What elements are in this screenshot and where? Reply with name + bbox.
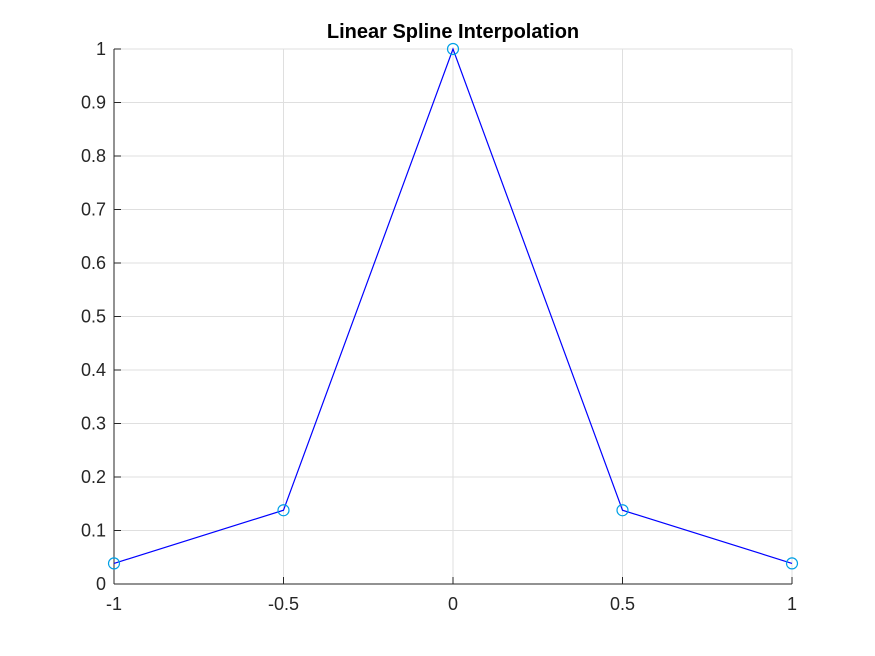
axes [113, 48, 793, 585]
plot-series [107, 42, 799, 570]
y-tick-label: 0.6 [81, 253, 106, 273]
y-tick-label: 0.4 [81, 360, 106, 380]
x-tick-label: 0 [448, 594, 458, 614]
data-point-marker [616, 504, 629, 517]
x-tick-label: 0.5 [610, 594, 635, 614]
x-tick-label: -0.5 [268, 594, 299, 614]
interpolation-line [113, 47, 793, 564]
y-tick-label: 1 [96, 39, 106, 59]
y-tick-label: 0.3 [81, 414, 106, 434]
data-point-marker [107, 557, 121, 570]
y-tick-label: 0.5 [81, 307, 106, 327]
x-tick-label: -1 [106, 594, 122, 614]
y-tick-label: 0.2 [81, 467, 106, 487]
data-point-marker [785, 557, 799, 570]
chart-title: Linear Spline Interpolation [327, 21, 579, 43]
data-point-marker [277, 504, 290, 517]
y-tick-label: 0.8 [81, 146, 106, 166]
tick-labels: -1 -0.5 0 0.5 1 0 0.1 0.2 0.3 0.4 0.5 0.6 0.7 0.8 0.9 1 [81, 39, 797, 614]
y-tick-label: 0.7 [81, 200, 106, 220]
x-tick-label: 1 [787, 594, 797, 614]
y-tick-label: 0.1 [81, 521, 106, 541]
data-point-marker [446, 42, 460, 56]
y-tick-label: 0 [96, 574, 106, 594]
grid [113, 48, 793, 585]
y-tick-label: 0.9 [81, 93, 106, 113]
